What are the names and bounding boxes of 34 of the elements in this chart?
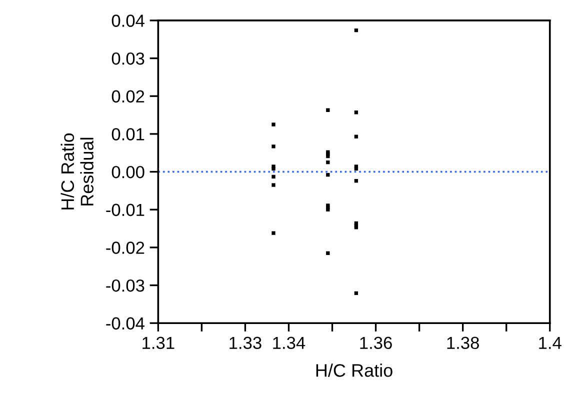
x-axis-title: H/C Ratio: [316, 364, 392, 377]
point: [326, 160, 330, 164]
y-tick-label: 0.04: [112, 14, 144, 27]
y-tick-label: 0.00: [112, 166, 144, 178]
point: [354, 166, 358, 171]
point: [272, 231, 276, 235]
point: [354, 179, 358, 183]
y-tick-label: -0.02: [106, 242, 144, 254]
point: [326, 172, 330, 177]
y-tick-label: -0.01: [106, 204, 144, 216]
x-tick-label: 1.4: [539, 336, 562, 349]
y-tick-label: 0.02: [112, 90, 144, 103]
y-tick-label: -0.03: [106, 279, 144, 292]
y-tick-label: -0.04: [106, 317, 144, 330]
point: [354, 134, 358, 138]
point: [272, 183, 276, 187]
point: [326, 108, 330, 112]
point: [354, 28, 358, 32]
y-tick-label: 0.03: [112, 52, 144, 65]
point: [354, 291, 358, 296]
y-axis-title: H/C Ratio Residual: [60, 133, 94, 210]
x-tick-label: 1.38: [447, 336, 479, 350]
point: [326, 251, 330, 255]
x-tick-label: 1.31: [142, 336, 174, 350]
point: [272, 144, 276, 148]
x-tick-label: 1.36: [360, 336, 392, 350]
point: [272, 174, 276, 179]
point: [272, 166, 276, 171]
point: [326, 154, 330, 158]
y-tick-label: 0.01: [112, 128, 144, 140]
point: [272, 122, 276, 126]
x-tick-label: 1.33: [230, 336, 262, 350]
x-tick-label: 1.34: [273, 336, 306, 350]
point: [354, 110, 358, 114]
